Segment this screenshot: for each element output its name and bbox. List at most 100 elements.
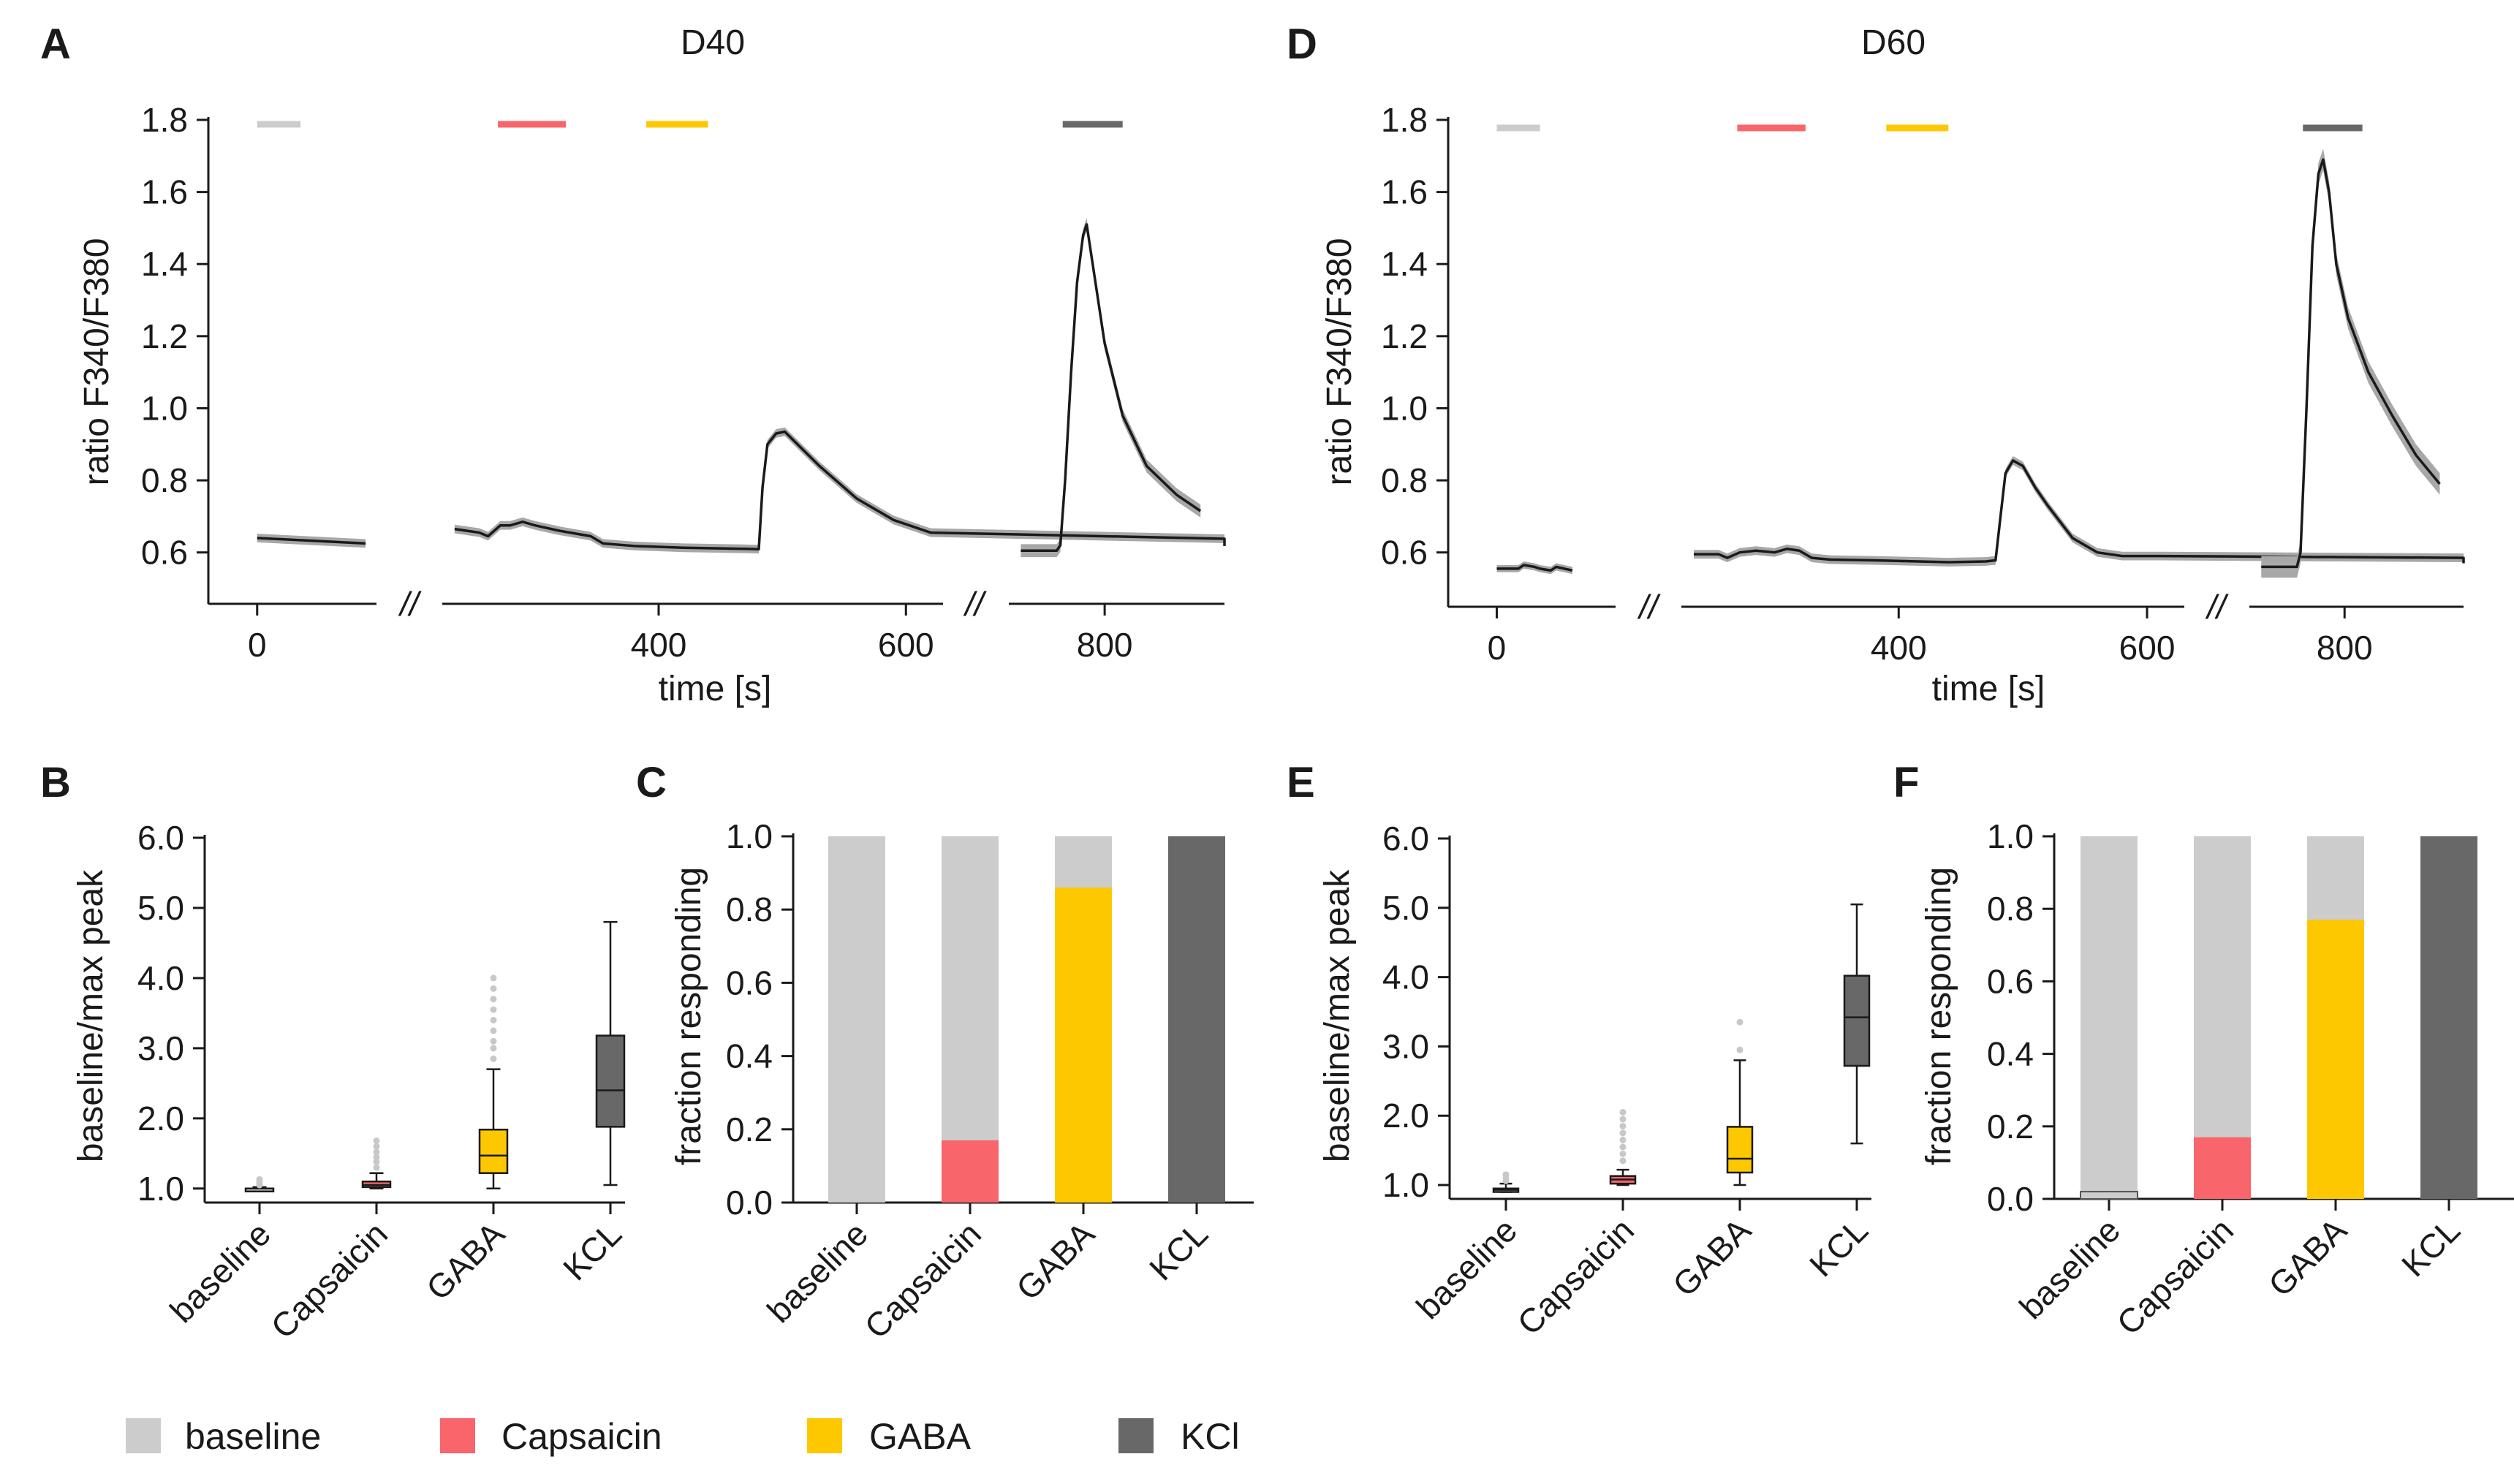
panel-a-axis-break: // [398, 585, 422, 623]
panel-letter-a: A [40, 20, 71, 68]
legend-label-baseline: baseline [185, 1416, 321, 1457]
panel-c-bar-responding-kcl [1168, 836, 1225, 1203]
panel-f-y-tick-label: 0.0 [1987, 1180, 2034, 1218]
panel-d-sem-band-2 [1693, 456, 2464, 568]
panel-b-outlier-point [373, 1148, 380, 1156]
legend-swatch-baseline [126, 1418, 161, 1453]
panel-d-y-tick-label: 1.4 [1381, 245, 1428, 283]
legend: baseline Capsaicin GABA KCl [126, 1416, 1240, 1457]
panel-a-title: D40 [681, 23, 745, 62]
panel-e-outlier-point [1619, 1150, 1627, 1157]
panel-b-category-label-baseline: baseline [162, 1214, 278, 1330]
panel-b-category-label-gaba: GABA [419, 1214, 512, 1307]
panel-b-box-iqr [595, 1034, 626, 1128]
panel-e-outlier-point [1619, 1136, 1627, 1143]
panel-b-y-tick-label: 1.0 [137, 1170, 184, 1208]
panel-b-outlier-point [373, 1164, 380, 1171]
panel-e-box-kcl [1843, 903, 1871, 1145]
panel-b-outlier-point [373, 1158, 380, 1165]
panel-e-outlier-point [1619, 1116, 1627, 1123]
panel-b-outlier-point [490, 985, 497, 992]
panel-b-outlier-point [490, 1006, 497, 1013]
panel-d-ylabel: ratio F340/F380 [1320, 238, 1359, 486]
panel-f-y-tick-label: 0.4 [1987, 1035, 2034, 1073]
panel-c-y-tick-label: 0.4 [726, 1037, 773, 1075]
panel-c-y-tick-label: 1.0 [726, 817, 773, 855]
panel-e-outlier-point [1736, 1018, 1743, 1026]
legend-swatch-capsaicin [440, 1418, 475, 1453]
panel-e-y-tick-label: 4.0 [1382, 958, 1429, 996]
panel-e-outlier-point [1736, 1046, 1743, 1053]
panel-a-mean-trace-2 [454, 430, 1226, 551]
panel-letter-e: E [1287, 759, 1315, 806]
panel-e-category-label-kcl: KCL [1802, 1211, 1875, 1284]
panel-d-mean-trace-2 [1693, 459, 2465, 564]
panel-f-bar-responding-capsaicin [2194, 1137, 2251, 1199]
panel-b-y-tick-label: 5.0 [137, 889, 184, 927]
panel-e-y-tick-label: 1.0 [1382, 1166, 1429, 1204]
legend-swatch-gaba [807, 1418, 842, 1453]
panel-a-sem-band-3 [1021, 218, 1201, 558]
panel-d-y-tick-label: 1.0 [1381, 389, 1428, 427]
panel-f-y-tick-label: 0.2 [1987, 1108, 2034, 1146]
panel-b-y-tick-label: 6.0 [137, 819, 184, 857]
legend-swatch-kcl [1118, 1418, 1154, 1453]
panel-e-box-capsaicin [1609, 1108, 1637, 1186]
panel-e-y-tick-label: 2.0 [1382, 1097, 1429, 1135]
panel-letter-d: D [1287, 20, 1317, 68]
panel-b-y-tick-label: 2.0 [137, 1099, 184, 1137]
panel-c-category-label-kcl: KCL [1142, 1214, 1215, 1287]
panel-d-y-tick-label: 1.6 [1381, 173, 1428, 211]
panel-e-outlier-point [1619, 1122, 1627, 1129]
panel-b-box-baseline [244, 1176, 275, 1193]
panel-b-y-tick-label: 4.0 [137, 959, 184, 997]
panel-letter-c: C [636, 759, 667, 806]
panel-c-bar-responding-gaba [1055, 887, 1112, 1203]
panel-a-x-tick-label: 400 [631, 626, 687, 664]
panel-b-category-label-kcl: KCL [556, 1214, 629, 1287]
panel-f-bar-responding-baseline [2080, 1191, 2138, 1200]
panel-d-x-tick-label: 400 [1871, 629, 1927, 667]
panel-b-outlier-point [256, 1176, 263, 1183]
panel-e-category-label-baseline: baseline [1409, 1211, 1524, 1326]
panel-e-y-tick-label: 3.0 [1382, 1027, 1429, 1065]
panel-c-category-label-baseline: baseline [760, 1214, 875, 1330]
panel-e-category-label-gaba: GABA [1665, 1211, 1758, 1303]
panel-b-outlier-point [373, 1143, 380, 1150]
panel-f-y-tick-label: 1.0 [1987, 817, 2034, 855]
panel-b-outlier-point [490, 1037, 497, 1045]
panel-d-y-tick-label: 1.8 [1381, 101, 1428, 139]
panel-b-outlier-point [490, 1055, 497, 1062]
panel-b-outlier-point [490, 1045, 497, 1052]
panel-d-y-tick-label: 0.6 [1381, 534, 1428, 572]
panel-b-outlier-point [490, 1017, 497, 1023]
panel-c-bar-total-baseline [828, 836, 885, 1203]
panel-f-category-label-capsaicin: Capsaicin [2109, 1211, 2241, 1342]
panel-b-outlier-point [373, 1154, 380, 1161]
panel-a-x-tick-label: 600 [878, 626, 934, 664]
panel-c-y-tick-label: 0.8 [726, 890, 773, 928]
panel-b-box-iqr [478, 1128, 509, 1174]
panel-d-axis-break: // [1637, 588, 1661, 626]
panel-d-mean-trace-1 [1496, 564, 1573, 572]
panel-e-outlier-point [1619, 1108, 1627, 1116]
panel-e-box-iqr [1843, 974, 1871, 1067]
panel-a-y-tick-label: 1.8 [141, 101, 188, 139]
panel-c-y-tick-label: 0.2 [726, 1110, 773, 1148]
panel-f-category-label-kcl: KCL [2394, 1211, 2467, 1284]
panel-d-x-tick-label: 600 [2119, 629, 2176, 667]
panel-e-box-gaba [1726, 1018, 1754, 1186]
panel-a-y-tick-label: 1.2 [141, 317, 188, 355]
panel-letter-f: F [1893, 759, 1919, 806]
legend-label-capsaicin: Capsaicin [501, 1416, 662, 1457]
panel-a-xlabel: time [s] [659, 670, 772, 708]
panel-a-y-tick-label: 0.8 [141, 461, 188, 499]
panel-a-x-tick-label: 0 [248, 626, 267, 664]
panel-b-category-label-capsaicin: Capsaicin [263, 1214, 395, 1346]
panel-b-outlier-point [490, 974, 497, 982]
panel-e-box-baseline [1492, 1171, 1520, 1193]
panel-d-x-tick-label: 800 [2317, 629, 2373, 667]
